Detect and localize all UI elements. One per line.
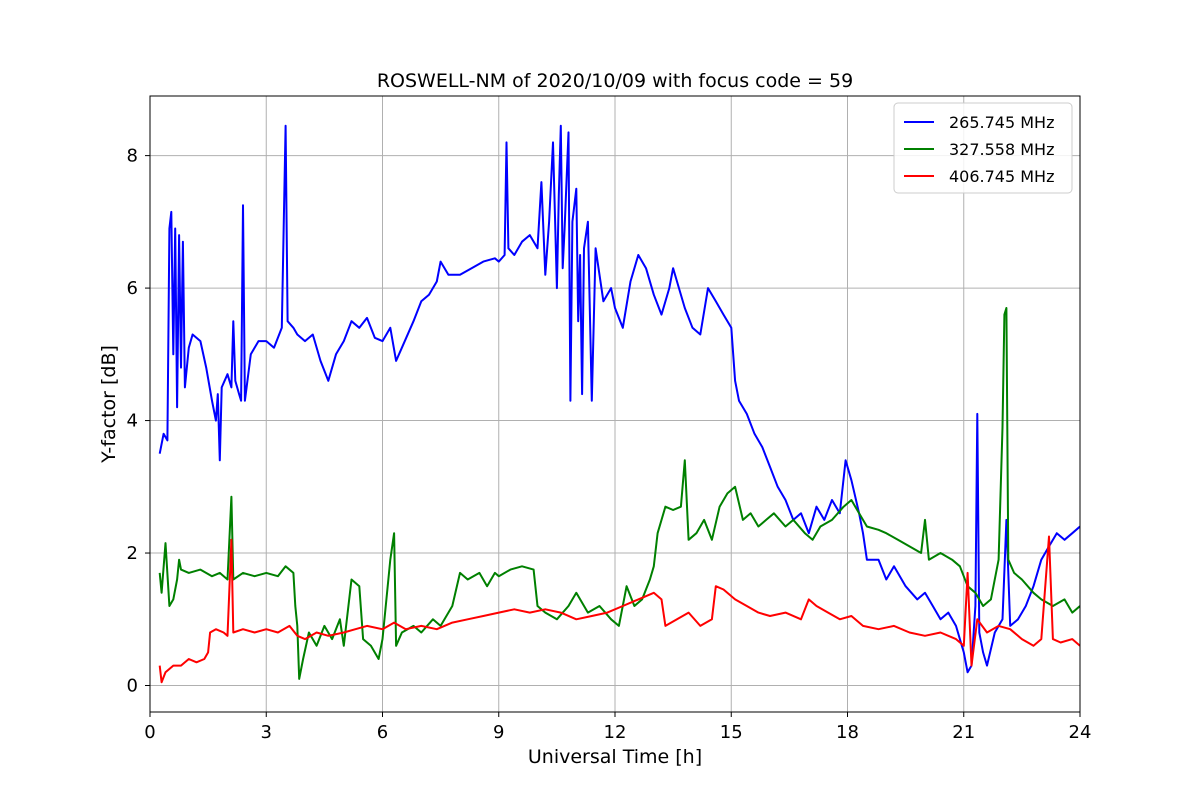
legend-entry: 265.745 MHz	[949, 113, 1054, 132]
series-line-3	[158, 535, 1080, 684]
legend-box	[893, 102, 1073, 194]
y-tick-label: 6	[127, 278, 138, 299]
series-line-1	[158, 124, 1080, 674]
chart-title: ROSWELL-NM of 2020/10/09 with focus code…	[377, 70, 853, 92]
legend-entry: 406.745 MHz	[949, 167, 1054, 186]
x-tick-label: 15	[720, 722, 743, 743]
x-tick-label: 6	[377, 722, 388, 743]
series-line-2	[158, 307, 1080, 680]
x-axis-label: Universal Time [h]	[528, 746, 702, 768]
x-tick-label: 12	[604, 722, 627, 743]
x-tick-label: 9	[493, 722, 504, 743]
y-tick-label: 4	[127, 411, 138, 432]
legend-entry: 327.558 MHz	[949, 140, 1054, 159]
x-tick-label: 21	[952, 722, 975, 743]
x-tick-label: 0	[144, 722, 155, 743]
x-tick-label: 24	[1069, 722, 1092, 743]
plot-area	[158, 124, 1080, 684]
legend: 265.745 MHz 327.558 MHz 406.745 MHz	[893, 102, 1073, 194]
x-tick-label: 18	[836, 722, 859, 743]
series-layer	[158, 124, 1080, 684]
x-tick-label: 3	[261, 722, 272, 743]
y-tick-label: 8	[127, 146, 138, 167]
y-tick-label: 0	[127, 676, 138, 697]
y-axis-label: Y-factor [dB]	[98, 345, 120, 464]
y-tick-label: 2	[127, 543, 138, 564]
